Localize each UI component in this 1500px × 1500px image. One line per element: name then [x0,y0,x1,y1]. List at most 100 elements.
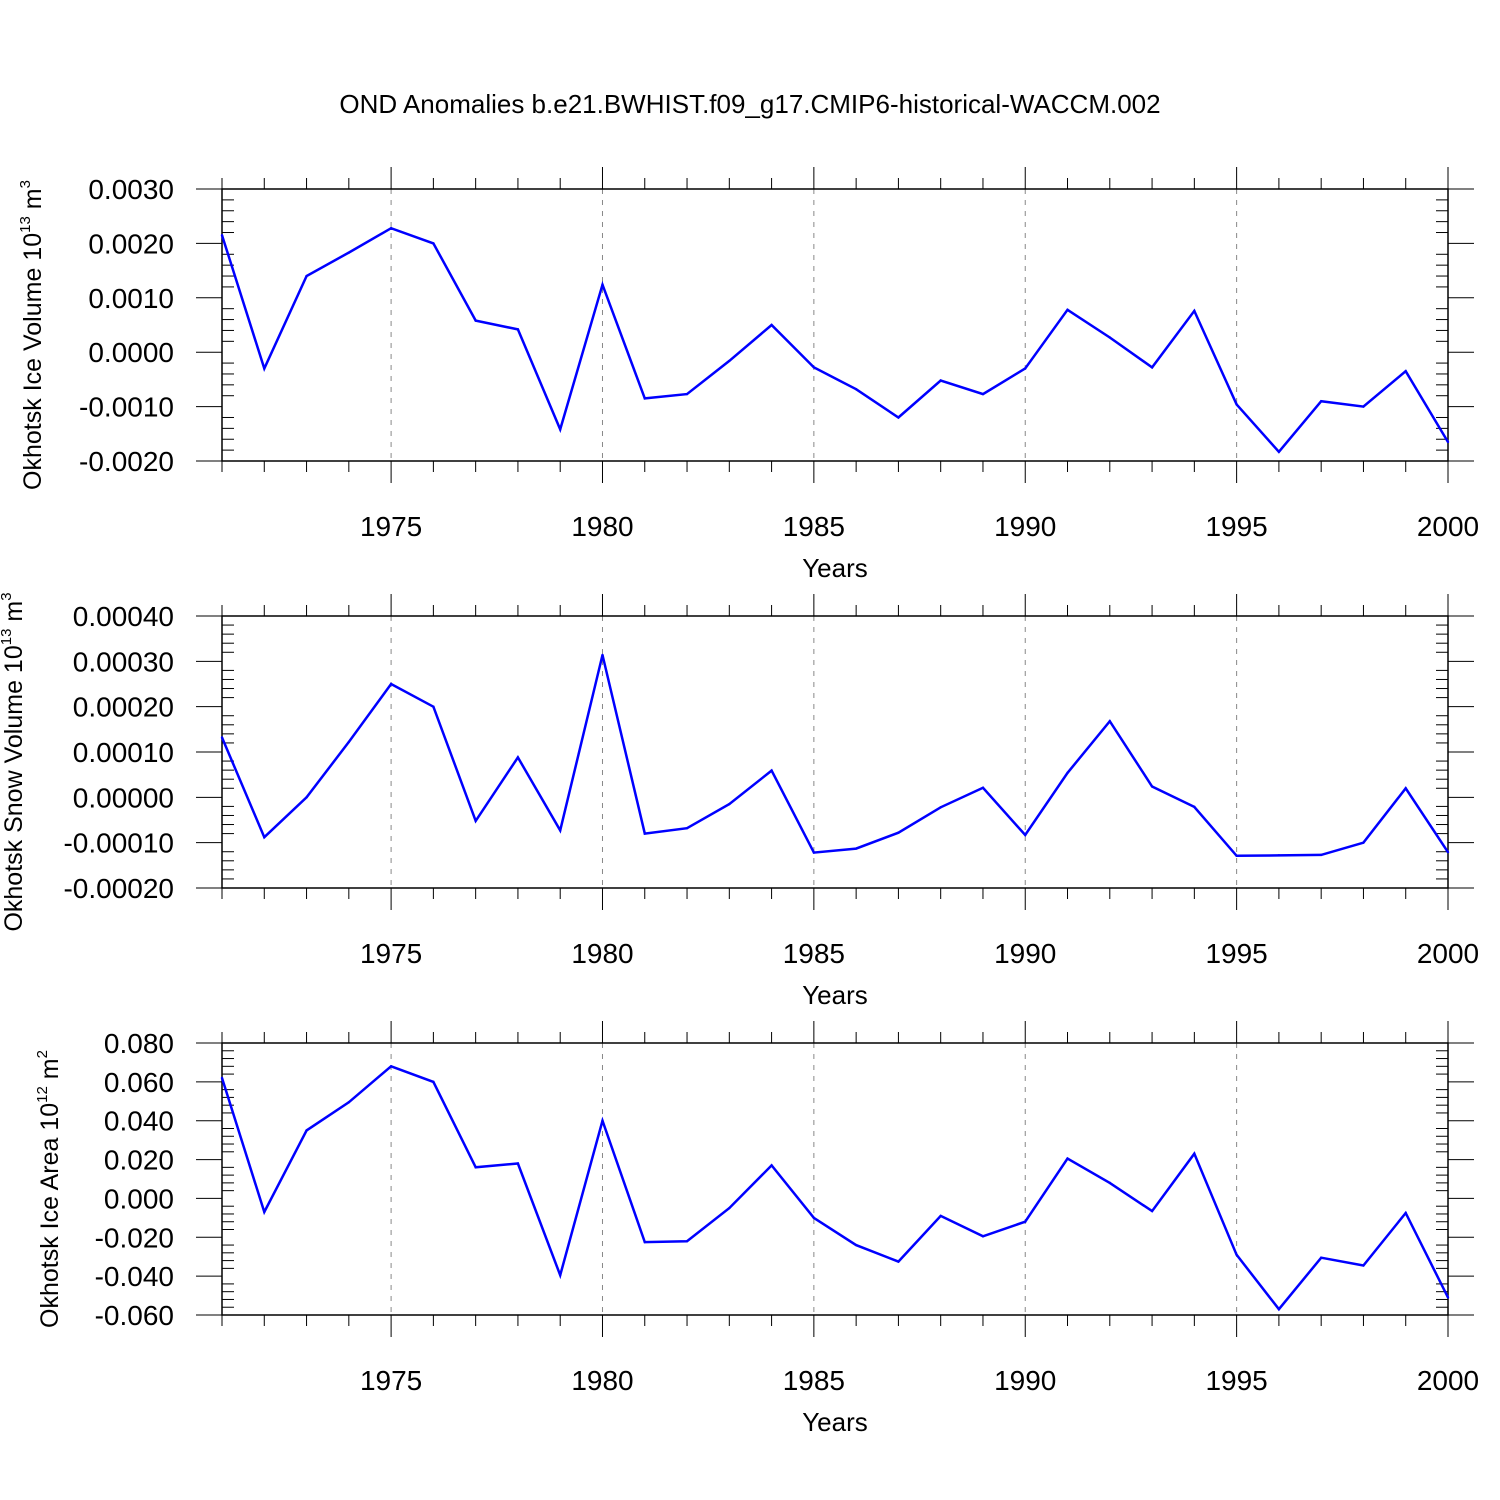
y-tick-label: -0.0020 [79,446,174,477]
data-point [939,379,942,382]
data-point [220,234,224,237]
x-tick-label: 1985 [783,1365,845,1396]
x-tick-label: 1990 [994,938,1056,969]
data-point [812,1216,816,1220]
data-point [1024,833,1027,837]
data-point [220,1076,224,1080]
data-point [474,819,477,823]
y-tick-label: -0.060 [95,1300,174,1331]
data-point [812,851,816,854]
x-tick-label: 1980 [571,1365,633,1396]
x-tick-label: 1985 [783,511,845,542]
data-point [1150,366,1154,369]
y-tick-label: -0.0010 [79,392,174,423]
x-tick-label: 1980 [571,511,633,542]
data-point [939,806,942,809]
data-point [305,1129,308,1132]
x-tick-label: 1985 [783,938,845,969]
data-point [897,1260,900,1263]
data-point [1235,403,1238,406]
plot-frame [221,1042,1449,1316]
data-point [263,836,266,839]
x-axis-label: Years [802,1407,868,1437]
data-point [432,242,435,245]
series-line [220,1064,1450,1312]
y-tick-label: 0.0000 [88,337,174,368]
x-tick-label: 1975 [360,511,422,542]
data-point [643,832,646,835]
data-point [812,366,816,369]
data-point [516,756,520,759]
plot-frame [221,188,1449,462]
x-tick-label: 1980 [571,938,633,969]
y-tick-label: -0.00010 [63,828,174,859]
data-point [854,1243,858,1247]
data-point [347,251,351,254]
data-point [1108,719,1111,723]
y-tick-label: 0.040 [104,1106,174,1137]
data-point [1319,399,1323,403]
panels: -0.0020 -0.0010 0.0000 0.0010 0.0020 0.0030 19… [0,167,1479,1437]
y-tick-label: 0.0010 [88,283,174,314]
data-point [1235,1253,1238,1256]
y-tick-label: -0.00020 [63,873,174,904]
x-tick-label: 1975 [360,938,422,969]
data-point [854,847,858,850]
data-point [1446,850,1450,854]
data-point [1150,785,1154,788]
chart-title: OND Anomalies b.e21.BWHIST.f09_g17.CMIP6… [339,89,1160,119]
x-tick-label: 1995 [1205,511,1267,542]
data-point [643,397,646,400]
y-tick-label: -0.040 [95,1261,174,1292]
data-point [1446,440,1450,444]
data-point [601,283,604,286]
y-tick-label: 0.00000 [73,782,174,813]
panel-3: -0.060 -0.040 -0.020 0.000 0.020 0.040 0.060 0.… [34,1021,1479,1437]
data-point [1277,854,1281,857]
data-point [305,274,308,278]
data-point [432,1080,435,1084]
y-axis-label: Okhotsk Ice Volume 1013 m3 [17,180,47,490]
y-tick-label: 0.0030 [88,174,174,205]
x-tick-label: 1975 [360,1365,422,1396]
data-point [1066,308,1069,311]
x-axis-label: Years [802,553,868,583]
data-point [939,1214,942,1218]
data-point [1362,841,1365,844]
data-point [516,1162,520,1165]
data-point [1362,405,1365,408]
data-point [432,705,435,708]
data-point [981,392,985,396]
panel-1: -0.0020 -0.0010 0.0000 0.0010 0.0020 0.0030 19… [17,167,1479,583]
data-point [601,653,604,657]
data-point [1319,1256,1323,1259]
data-point [685,826,689,830]
data-point [1446,1296,1450,1299]
data-point [516,328,520,331]
data-point [1066,1157,1069,1160]
data-point [1193,309,1196,313]
data-point [728,359,731,363]
data-point [854,387,858,391]
data-point [474,1166,477,1169]
x-tick-label: 1990 [994,1365,1056,1396]
data-point [347,740,351,744]
y-tick-label: 0.0020 [88,228,174,259]
data-point [1277,450,1281,453]
y-tick-label: 0.00040 [73,601,174,632]
data-point [220,736,224,739]
x-tick-label: 1995 [1205,1365,1267,1396]
data-point [728,802,731,806]
data-point [1024,1220,1027,1223]
data-point [981,786,985,790]
y-axis-label: Okhotsk Ice Area 1012 m2 [34,1050,64,1328]
series-line [220,654,1450,858]
data-point [770,323,773,327]
data-point [559,1273,562,1277]
data-point [474,319,477,322]
data-point [770,769,773,772]
y-tick-label: 0.060 [104,1067,174,1098]
data-point [728,1206,731,1210]
data-point [1193,805,1196,809]
x-tick-label: 1995 [1205,938,1267,969]
